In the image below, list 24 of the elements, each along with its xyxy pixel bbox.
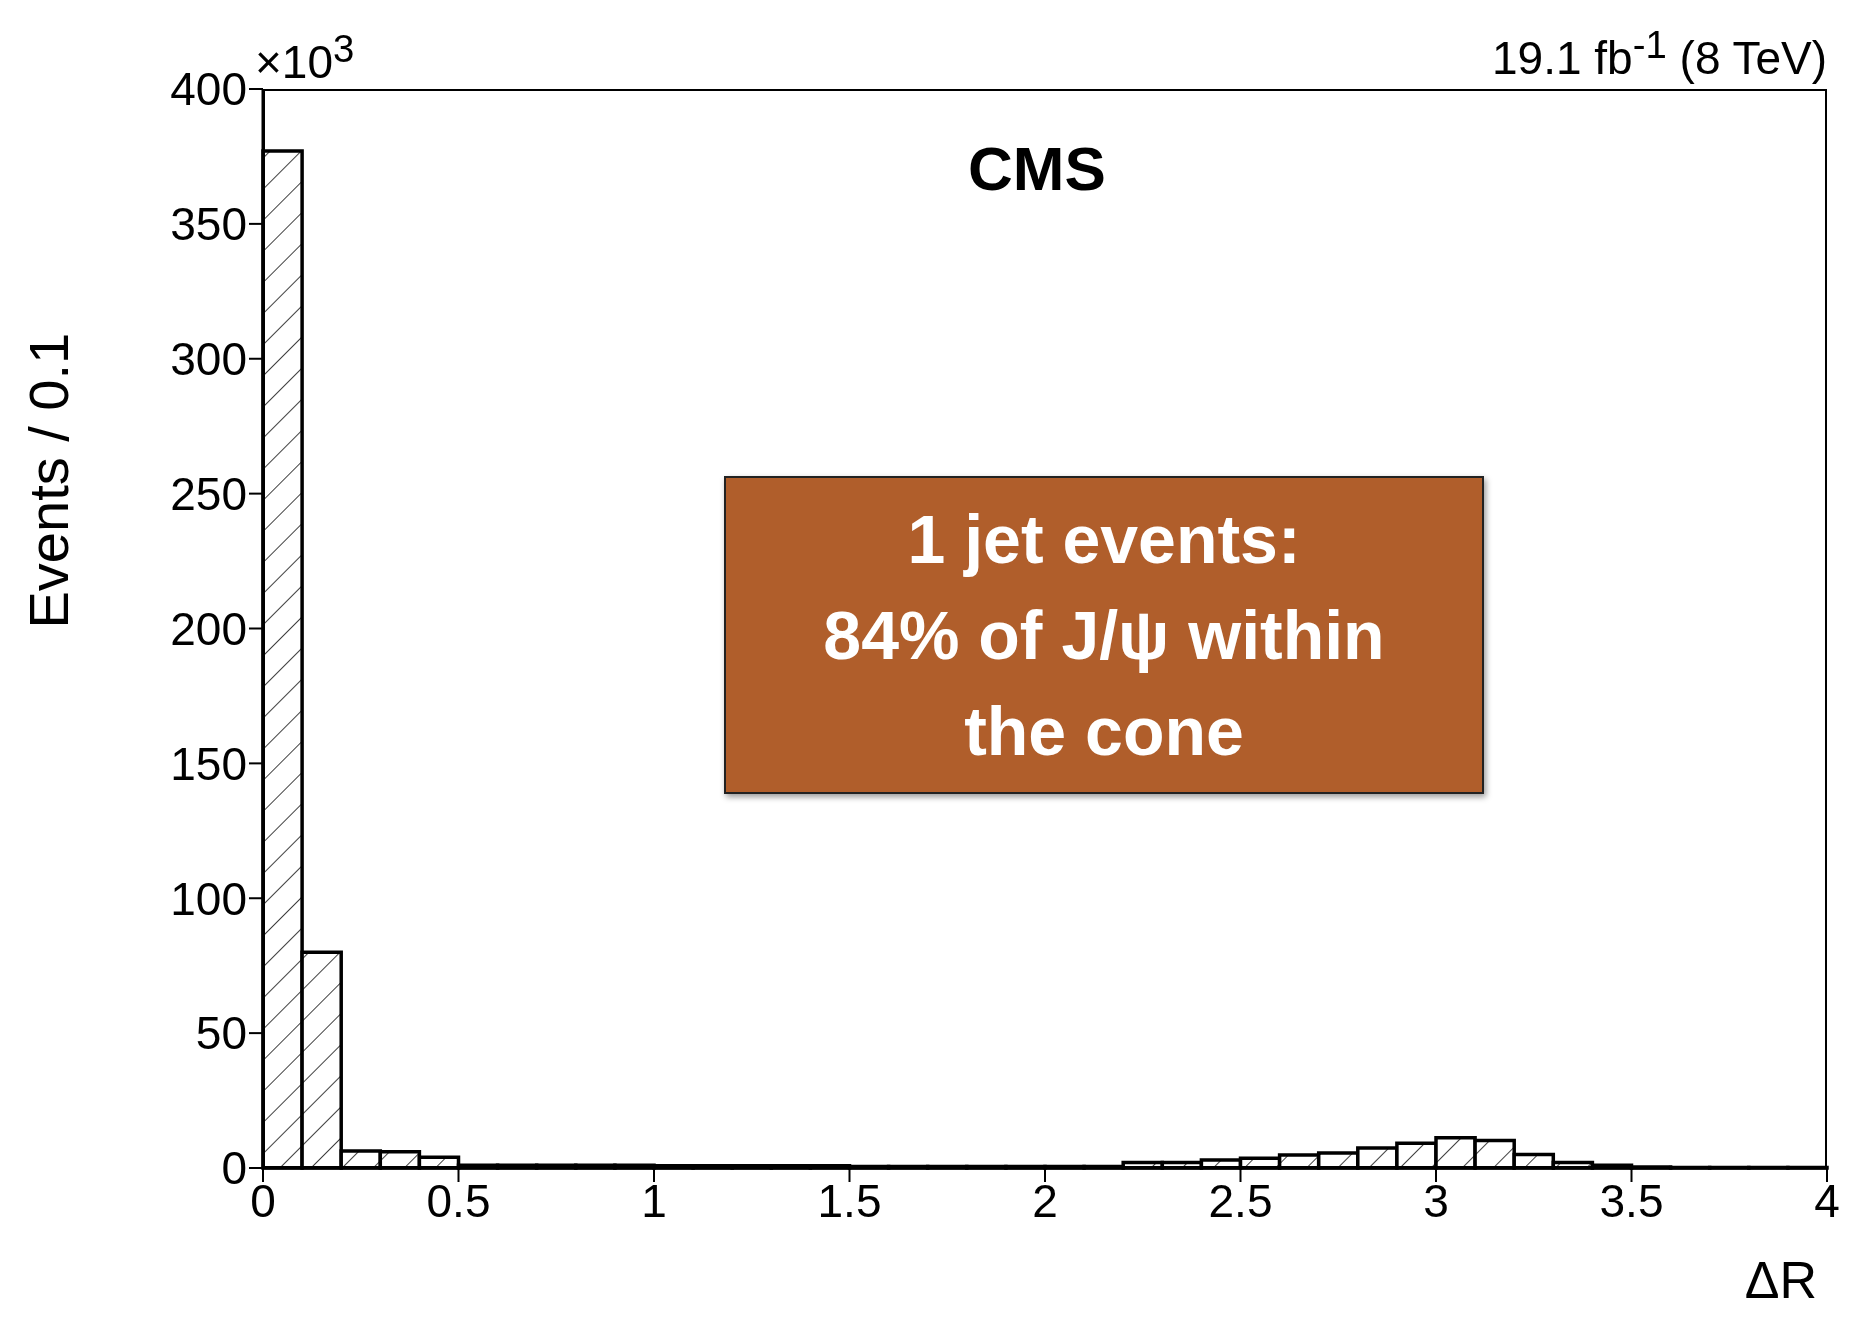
y-tick-label: 250	[170, 467, 247, 520]
y-tick-label: 400	[170, 63, 247, 116]
x-tick-label: 4	[1814, 1174, 1840, 1227]
annotation: CMS	[968, 133, 1106, 204]
text-box: 1 jet events: 84% of J/ψ within the cone	[724, 476, 1484, 794]
text: 19.1 fb$^{-1}$ (8 TeV)	[1492, 23, 1827, 86]
y-tick-label: 300	[170, 333, 247, 386]
y-tick-label: 200	[170, 602, 247, 655]
annotation: 1 jet events: 84% of J/ψ within the cone	[823, 500, 1385, 771]
x-tick-label: 2.5	[1208, 1174, 1273, 1227]
x-tick-label: 3	[1423, 1174, 1449, 1227]
y-axis-title: Events / 0.1	[16, 332, 80, 629]
y-tick-label: 50	[195, 1007, 247, 1060]
x-tick-label: 2	[1032, 1174, 1058, 1227]
x-tick-label: 1	[641, 1174, 667, 1227]
x-tick-label: 3.5	[1599, 1174, 1664, 1227]
y-tick-label: 100	[170, 872, 247, 925]
text: ×10$^{3}$	[255, 27, 355, 90]
y-tick-label: 350	[170, 198, 247, 251]
y-tick-label: 0	[221, 1142, 247, 1195]
y-tick-label: 150	[170, 737, 247, 790]
x-tick-label: 0.5	[426, 1174, 491, 1227]
x-axis-title: ΔR	[1744, 1251, 1817, 1309]
x-tick-label: 1.5	[817, 1174, 882, 1227]
